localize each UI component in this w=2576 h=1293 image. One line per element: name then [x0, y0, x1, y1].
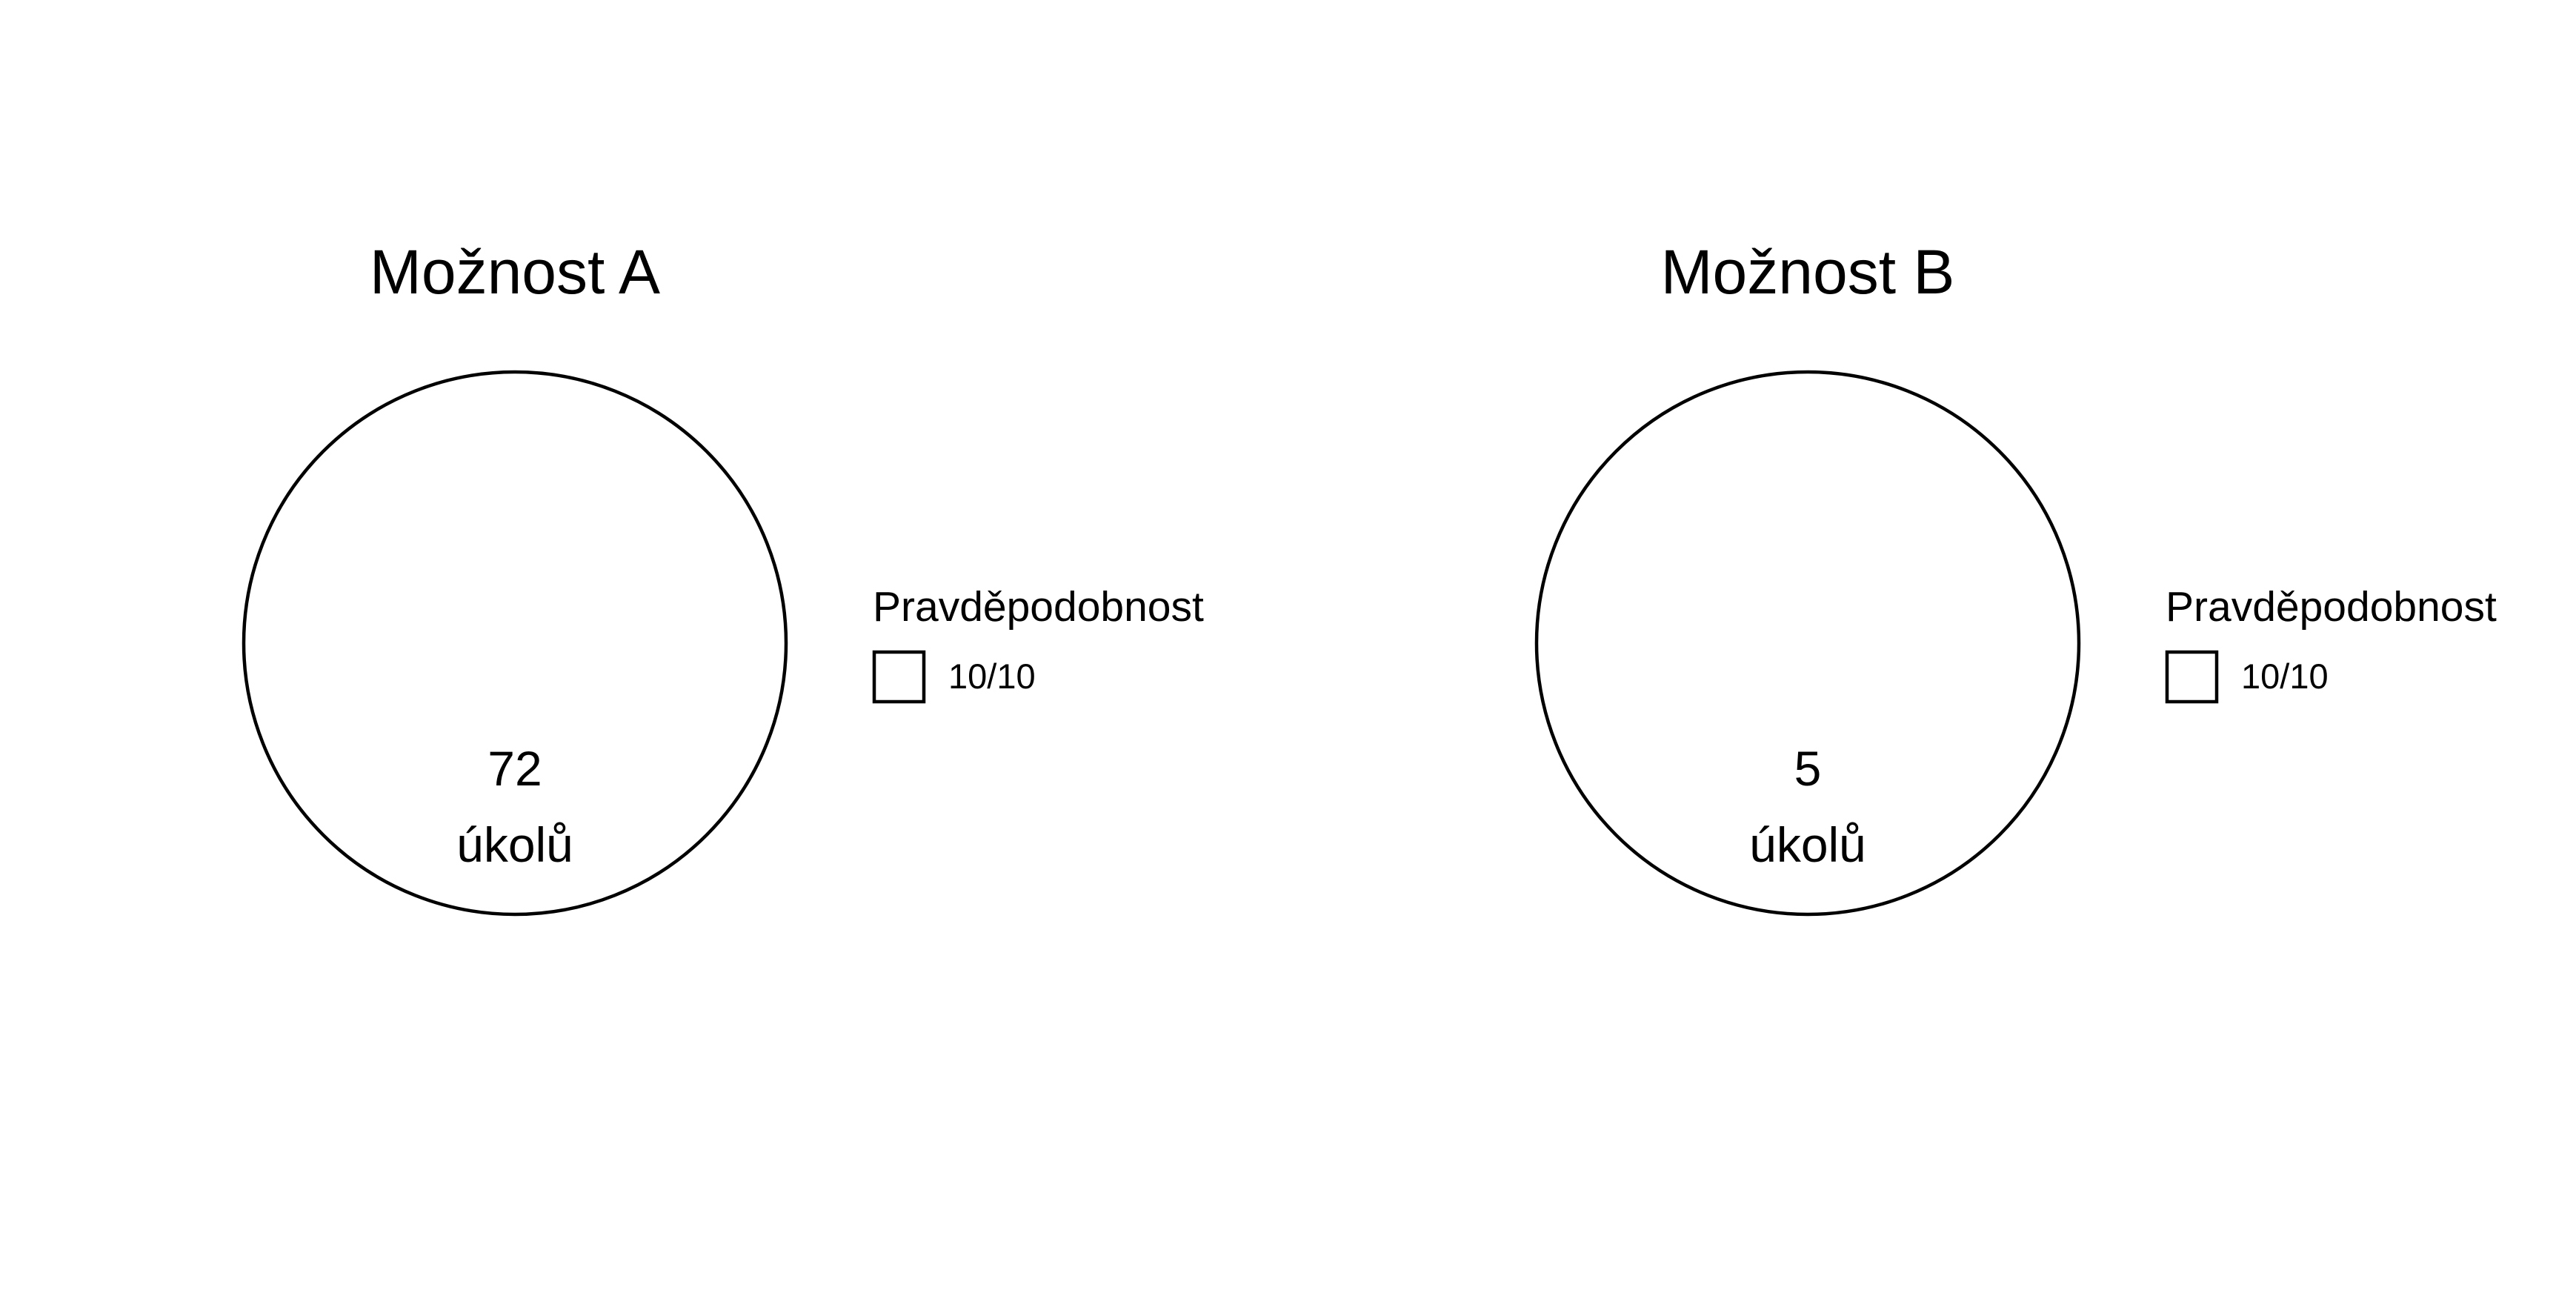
pie-panel-b: Možnost B 5 úkolů Pravděpodobnost 10/10 [1534, 237, 2497, 917]
panel-a-legend-label-10-10: 10/10 [948, 657, 1036, 696]
pie-a-slice-10-10 [242, 370, 788, 917]
pie-panel-a: Možnost A 72 úkolů Pravděpodobnost 10/10 [242, 237, 1204, 917]
panel-b-count-unit: úkolů [1749, 817, 1866, 872]
panel-a-title: Možnost A [370, 237, 660, 307]
panel-b-count: 5 [1794, 741, 1822, 796]
panel-a-slices [242, 370, 788, 917]
panel-b-legend-key-10-10 [2165, 650, 2219, 704]
panel-b-legend-label-10-10: 10/10 [2241, 657, 2329, 696]
panel-b-legend: Pravděpodobnost 10/10 [2165, 583, 2497, 704]
panel-a-legend: Pravděpodobnost 10/10 [872, 583, 1204, 704]
panel-a-legend-title: Pravděpodobnost [873, 583, 1204, 631]
panel-b-legend-title: Pravděpodobnost [2166, 583, 2497, 631]
panel-a-count: 72 [487, 741, 542, 796]
panel-a-count-unit: úkolů [456, 817, 573, 872]
panel-b-title: Možnost B [1661, 237, 1955, 307]
panel-b-slices [1534, 370, 2081, 917]
pie-b-slice-10-10 [1534, 370, 2081, 917]
panel-a-legend-key-10-10 [872, 650, 926, 704]
